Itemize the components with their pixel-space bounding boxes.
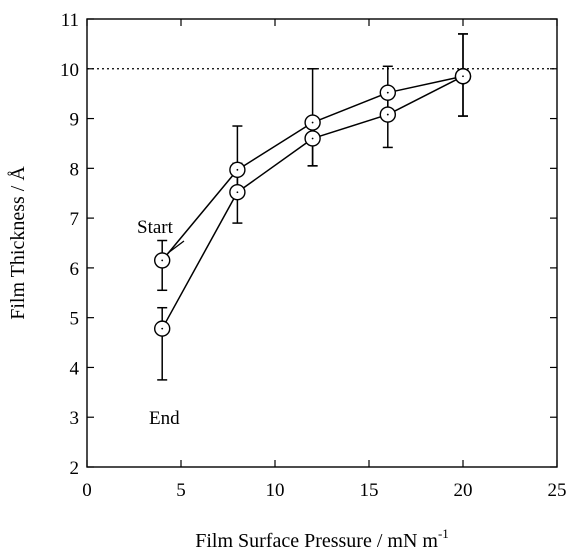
y-tick-label: 4	[70, 358, 80, 379]
y-tick-label: 11	[61, 10, 79, 31]
x-axis-title-superscript: -1	[438, 526, 449, 541]
y-tick-label: 7	[70, 209, 80, 230]
series-2-segment	[243, 142, 307, 189]
error-bars	[157, 33, 468, 381]
plot-frame	[86, 18, 558, 468]
series-1-segment	[319, 94, 382, 121]
annotation-end: End	[149, 408, 180, 429]
series-2-point-center	[311, 137, 314, 140]
series-2-point-center	[161, 327, 164, 330]
series-1-point-center	[161, 259, 164, 262]
data-markers	[153, 68, 472, 337]
x-tick-label: 10	[266, 480, 285, 501]
x-tick-label: 0	[82, 480, 92, 501]
x-axis-title: Film Surface Pressure / mN m-1	[195, 526, 449, 552]
series-2-segment	[319, 116, 381, 137]
y-tick-label: 10	[60, 60, 79, 81]
y-tick-label: 8	[70, 159, 80, 180]
y-tick-labels: 2 3 4 5 6 7 8 9 10 11	[60, 10, 80, 479]
y-tick-label: 6	[70, 259, 80, 280]
series-1-segment	[166, 175, 234, 256]
y-tick-label: 2	[70, 458, 80, 479]
axis-ticks	[86, 18, 558, 468]
x-tick-label: 20	[454, 480, 473, 501]
series-2-segment	[165, 198, 235, 323]
series-1-segment	[243, 125, 307, 167]
y-tick-label: 3	[70, 408, 80, 429]
series-1-point-center	[386, 91, 389, 94]
series-2-point-center	[236, 191, 239, 194]
series-1-point-center	[311, 121, 314, 124]
series-2-segment	[394, 78, 457, 112]
x-tick-label: 25	[548, 480, 567, 501]
series-2-point-center	[462, 75, 464, 78]
annotation-start: Start	[137, 217, 174, 238]
series-1-point-center	[236, 168, 239, 171]
y-tick-label: 9	[70, 110, 80, 131]
series-2-point-center	[386, 113, 389, 116]
series-lines	[165, 77, 457, 323]
series-1-segment	[394, 77, 456, 92]
x-tick-label: 5	[176, 480, 186, 501]
y-axis-title: Film Thickness / Å	[7, 166, 29, 320]
annotation-start-leader	[167, 240, 185, 254]
x-axis-title-text: Film Surface Pressure / mN m	[195, 530, 438, 552]
x-tick-labels: 0 5 10 15 20 25	[82, 480, 566, 501]
x-tick-label: 15	[360, 480, 379, 501]
y-tick-label: 5	[70, 309, 80, 330]
